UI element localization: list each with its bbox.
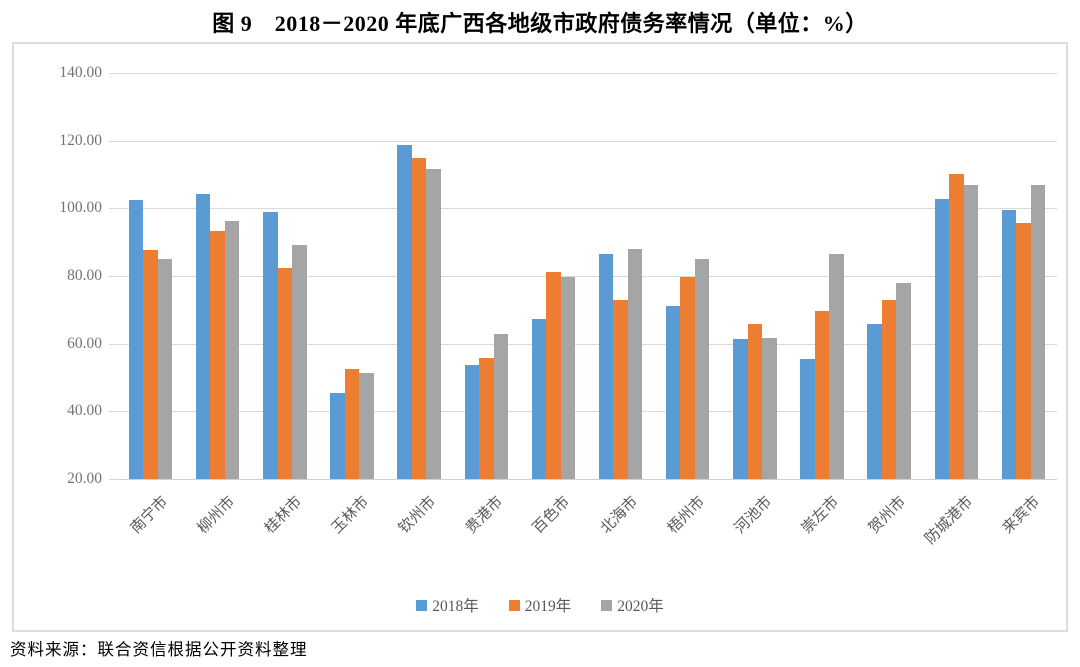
legend-label: 2018年 <box>432 598 479 615</box>
bar-2018年-钦州市 <box>397 145 412 479</box>
x-axis-label: 贺州市 <box>866 493 910 537</box>
legend-item: 2020年 <box>601 594 664 616</box>
bar-2020年-柳州市 <box>224 220 240 479</box>
bar-2018年-百色市 <box>531 318 547 479</box>
bar-2020年-钦州市 <box>426 169 441 479</box>
x-axis-label: 来宾市 <box>1000 493 1044 537</box>
bar-2020年-北海市 <box>627 249 643 479</box>
x-axis-label: 柳州市 <box>194 493 238 537</box>
y-axis-label: 100.00 <box>59 199 102 217</box>
bar-2020年-防城港市 <box>963 185 979 479</box>
bar-2018年-桂林市 <box>263 212 278 479</box>
bar-2020年-玉林市 <box>359 373 374 479</box>
legend-item: 2019年 <box>508 594 572 616</box>
legend-swatch <box>601 599 613 611</box>
bar-2019年-柳州市 <box>210 230 225 479</box>
source-note: 资料来源：联合资信根据公开资料整理 <box>10 640 308 659</box>
bar-2020年-桂林市 <box>292 244 307 479</box>
x-axis-label: 南宁市 <box>127 493 171 537</box>
x-axis-label: 防城港市 <box>922 493 977 548</box>
grid-line <box>117 140 1057 142</box>
legend: 2018年 2019年 2020年 <box>14 594 1066 616</box>
bar-2019年-贵港市 <box>479 357 494 479</box>
bar-2018年-河池市 <box>733 339 748 479</box>
x-axis-label: 百色市 <box>530 493 574 537</box>
x-axis-label: 贵港市 <box>463 493 507 537</box>
chart-area: 2018年 2019年 2020年 140.00 120.00 100.00 80.00 6… <box>12 42 1068 632</box>
bar-2020年-梧州市 <box>694 259 710 479</box>
bar-2019年-桂林市 <box>277 267 293 479</box>
grid-line <box>117 208 1057 210</box>
bar-2019年-来宾市 <box>1016 222 1031 479</box>
y-axis-label: 20.00 <box>67 470 102 487</box>
y-axis-tick <box>109 208 117 210</box>
y-axis-tick <box>109 411 117 413</box>
bar-2019年-百色市 <box>546 272 561 479</box>
x-axis-label: 桂林市 <box>261 493 305 537</box>
legend-swatch <box>508 599 520 611</box>
chart-title: 图 9 2018－2020 年底广西各地级市政府债务率情况（单位：%） <box>212 11 868 36</box>
bar-2018年-柳州市 <box>195 194 211 479</box>
bar-2018年-贺州市 <box>867 324 882 479</box>
bar-2019年-崇左市 <box>814 311 830 479</box>
bar-2019年-贺州市 <box>881 300 897 479</box>
y-axis-label: 80.00 <box>67 267 102 284</box>
bar-2018年-玉林市 <box>330 393 345 479</box>
x-axis-label: 北海市 <box>597 493 641 537</box>
bar-2020年-百色市 <box>560 276 576 479</box>
y-axis-tick <box>109 343 117 345</box>
x-axis-label: 钦州市 <box>396 493 440 537</box>
bar-2020年-贵港市 <box>493 334 509 479</box>
bar-2020年-来宾市 <box>1030 185 1046 479</box>
y-axis-tick <box>109 276 117 277</box>
x-axis-line <box>117 479 1057 480</box>
bar-2018年-崇左市 <box>800 359 815 479</box>
bar-2018年-北海市 <box>598 253 614 479</box>
bar-2020年-崇左市 <box>829 253 844 479</box>
grid-line <box>117 411 1057 413</box>
legend-swatch <box>416 599 428 611</box>
bar-2019年-玉林市 <box>344 369 360 479</box>
y-axis-label: 120.00 <box>59 131 102 149</box>
legend-label: 2020年 <box>617 598 664 615</box>
x-axis-label: 河池市 <box>731 493 775 537</box>
bar-2018年-贵港市 <box>464 364 480 479</box>
bar-2020年-河池市 <box>762 338 777 479</box>
grid-line <box>117 276 1057 277</box>
bar-2019年-河池市 <box>747 324 763 479</box>
bar-2018年-南宁市 <box>128 200 144 479</box>
legend-label: 2019年 <box>524 598 572 615</box>
x-axis-label: 玉林市 <box>328 493 373 537</box>
bar-2019年-梧州市 <box>680 276 695 479</box>
y-axis-tick <box>109 140 117 142</box>
bar-2019年-北海市 <box>613 300 628 479</box>
y-axis-tick <box>109 479 117 480</box>
bar-2019年-防城港市 <box>949 173 964 479</box>
bar-2020年-南宁市 <box>157 259 173 479</box>
bar-2018年-梧州市 <box>665 306 681 479</box>
bar-2018年-来宾市 <box>1001 210 1017 479</box>
bar-2019年-钦州市 <box>411 158 427 479</box>
y-axis-label: 60.00 <box>67 334 102 352</box>
x-axis-label: 梧州市 <box>664 493 708 537</box>
grid-line <box>117 343 1057 345</box>
bar-2019年-南宁市 <box>143 249 158 479</box>
y-axis-label: 140.00 <box>59 64 102 81</box>
bar-2018年-防城港市 <box>934 198 950 479</box>
y-axis-tick <box>109 73 117 74</box>
plot-area <box>117 73 1057 480</box>
x-axis-label: 崇左市 <box>798 493 843 537</box>
y-axis-label: 40.00 <box>67 402 102 420</box>
legend-item: 2018年 <box>416 594 479 616</box>
grid-line <box>117 73 1057 74</box>
bar-2020年-贺州市 <box>896 283 911 479</box>
